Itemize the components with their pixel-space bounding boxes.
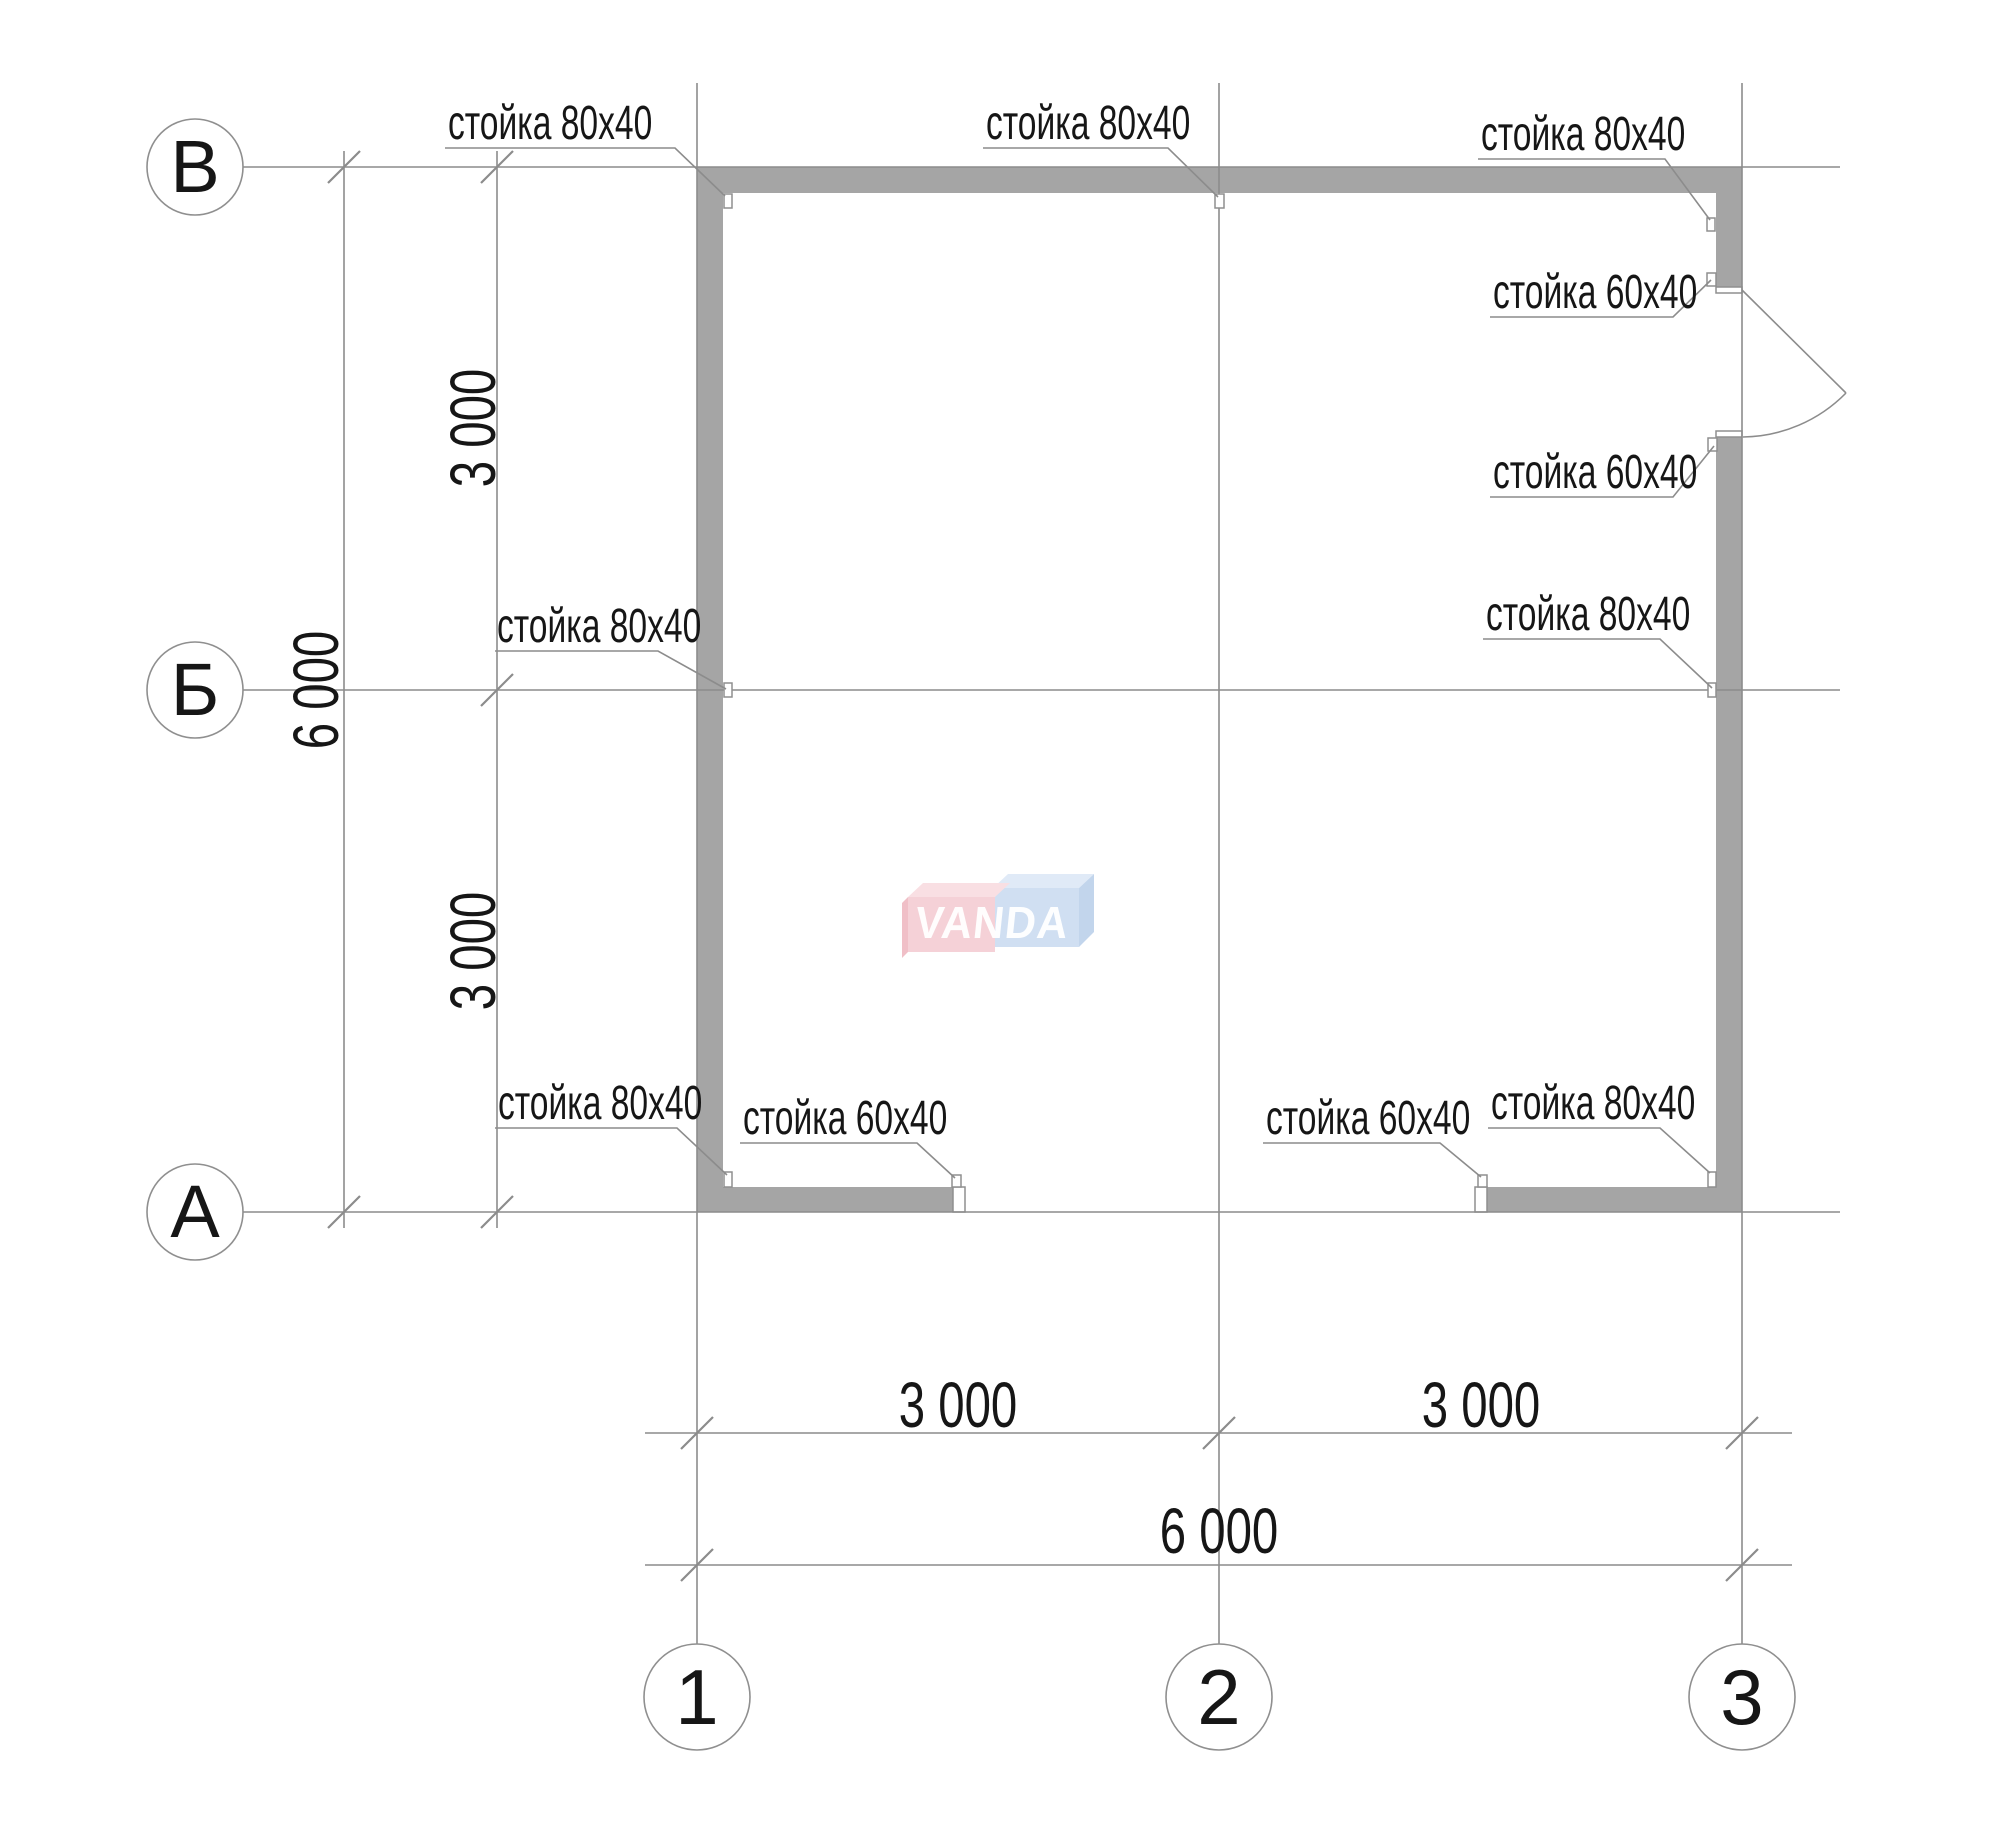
tick (1202, 1416, 1236, 1450)
tick (480, 150, 514, 184)
post-door-bottom-jamb (1707, 437, 1718, 452)
dim-text-left-segment-1: 3 000 (437, 368, 509, 488)
tick (327, 1195, 361, 1229)
leader-top-mid (983, 147, 1219, 198)
dim-text-bottom-total: 6 000 (1159, 1495, 1279, 1567)
post-bottom-opening-right (1477, 1174, 1488, 1188)
dim-text-left-segment-2: 3 000 (437, 891, 509, 1011)
leader-top-right (1478, 158, 1711, 221)
logo-blue-top-face (993, 874, 1094, 888)
axis-label-col-2: 2 (1197, 1653, 1241, 1741)
watermark-logo (902, 874, 1094, 958)
axis-bubbles (146, 118, 1796, 1751)
cap-door-top (1715, 286, 1743, 294)
wall-bottom-left (697, 1187, 953, 1212)
dim-text-bottom-segment-1: 3 000 (898, 1369, 1018, 1441)
post-left-mid (723, 682, 733, 698)
post-right-mid (1707, 682, 1717, 698)
wall-right-lower (1716, 437, 1742, 1212)
leader-right-mid (1483, 638, 1713, 689)
callout-post-bottom-left: стойка 80х40 (498, 1077, 703, 1130)
callout-post-top-mid: стойка 80х40 (986, 97, 1191, 150)
tick (327, 150, 361, 184)
leader-lines (445, 147, 1715, 1179)
leader-bottom-right (1488, 1127, 1711, 1174)
door-swing-arc (1742, 392, 1847, 438)
callout-post-top-left: стойка 80х40 (448, 97, 653, 150)
post-top-right-corner (1706, 217, 1716, 232)
dimension-ticks (327, 150, 1759, 1582)
post-bottom-right-corner (1707, 1171, 1717, 1188)
logo-blue-side-face (1079, 874, 1094, 947)
axis-label-row-B: В (170, 125, 220, 208)
post-bottom-opening-left (951, 1174, 962, 1188)
leader-bottom-opening-right (1263, 1142, 1482, 1178)
dimension-lines (343, 151, 1792, 1566)
dim-text-left-total: 6 000 (280, 630, 352, 750)
callout-post-top-right: стойка 80х40 (1481, 108, 1686, 161)
tick (680, 1548, 714, 1582)
wall-end-caps (952, 286, 1743, 1213)
leader-left-mid (495, 650, 727, 690)
logo-blue-front-face (993, 888, 1079, 947)
bubble-col-1 (643, 1643, 751, 1751)
bubble-col-2 (1165, 1643, 1273, 1751)
tick (480, 1195, 514, 1229)
leader-door-top (1490, 279, 1712, 318)
walls (697, 167, 1742, 1212)
bubble-col-3 (1688, 1643, 1796, 1751)
post-bottom-left-corner (723, 1171, 733, 1188)
axis-label-col-1: 1 (675, 1653, 719, 1741)
tick (1725, 1416, 1759, 1450)
post-markers (723, 193, 1718, 1188)
tick (680, 1416, 714, 1450)
leader-top-left (445, 147, 726, 197)
callout-post-opening-left: стойка 60х40 (743, 1092, 948, 1145)
logo-pink-side-face (902, 897, 908, 958)
leader-bottom-opening-left (740, 1142, 956, 1179)
bubble-row-A (146, 1163, 244, 1261)
axis-label-row-A: А (170, 1170, 220, 1253)
post-top-grid2 (1214, 193, 1225, 209)
logo-pink-front-face (908, 897, 995, 952)
cap-bottom-opening-right (1474, 1186, 1488, 1213)
wall-left (697, 193, 723, 1212)
callout-post-door-bottom: стойка 60х40 (1493, 446, 1698, 499)
tick (480, 673, 514, 707)
tick (1725, 1548, 1759, 1582)
bubble-row-B (146, 118, 244, 216)
cap-bottom-opening-left (952, 1186, 966, 1213)
door-symbol (1741, 289, 1847, 438)
dim-text-bottom-segment-2: 3 000 (1421, 1369, 1541, 1441)
callout-post-door-top: стойка 60х40 (1493, 266, 1698, 319)
leader-door-bottom (1490, 445, 1715, 498)
wall-right-upper (1716, 193, 1742, 287)
callout-post-left-mid: стойка 80х40 (497, 600, 702, 653)
callout-post-bottom-right: стойка 80х40 (1491, 1077, 1696, 1130)
axis-label-col-3: 3 (1720, 1653, 1764, 1741)
callout-post-right-mid: стойка 80х40 (1486, 588, 1691, 641)
grid-lines (243, 83, 1840, 1644)
door-leaf (1741, 289, 1847, 394)
wall-bottom-right (1487, 1187, 1742, 1212)
logo-pink-top-face (908, 883, 1010, 897)
post-top-left-corner (723, 193, 733, 209)
leader-bottom-left (495, 1127, 728, 1176)
axis-label-row-B2: Б (170, 648, 220, 731)
callout-post-opening-right: стойка 60х40 (1266, 1092, 1471, 1145)
watermark-text: VANDA (912, 897, 1072, 948)
post-door-top-jamb (1706, 272, 1717, 287)
bubble-row-B2 (146, 641, 244, 739)
cap-door-bottom (1715, 430, 1743, 438)
